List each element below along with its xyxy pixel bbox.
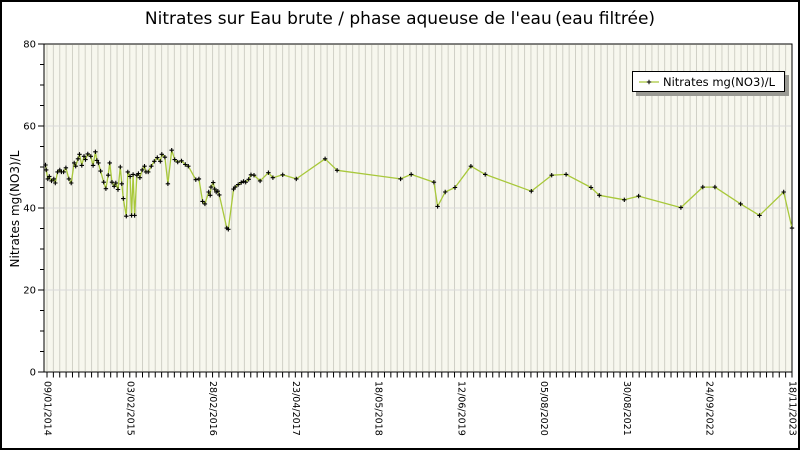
plot-frame: [43, 43, 793, 373]
legend: Nitrates mg(NO3)/L: [632, 71, 785, 92]
x-tick-label: 05/08/2020: [538, 381, 549, 436]
x-tick-label: 03/02/2015: [124, 381, 135, 436]
x-tick-label: 30/08/2021: [621, 381, 632, 436]
y-tick-label: 80: [23, 40, 36, 51]
y-tick-label: 20: [23, 286, 36, 297]
y-tick-label: 0: [30, 368, 36, 379]
x-tick-label: 28/02/2016: [207, 381, 218, 436]
x-tick-label: 12/06/2019: [455, 381, 466, 436]
x-tick-label: 18/11/2023: [787, 381, 798, 436]
nitrates-series-markers: [43, 148, 795, 232]
x-tick-label: 24/09/2022: [704, 381, 715, 436]
chart-title: Nitrates sur Eau brute / phase aqueuse d…: [144, 9, 656, 29]
legend-series-label: Nitrates mg(NO3)/L: [663, 74, 776, 89]
y-tick-label: 60: [23, 122, 36, 133]
legend-line-sample-icon: [639, 79, 659, 84]
y-tick-label: 40: [23, 204, 36, 215]
x-tick-label: 09/01/2014: [42, 381, 53, 436]
x-tick-label: 18/05/2018: [373, 381, 384, 436]
x-tick-label: 23/04/2017: [290, 381, 301, 436]
